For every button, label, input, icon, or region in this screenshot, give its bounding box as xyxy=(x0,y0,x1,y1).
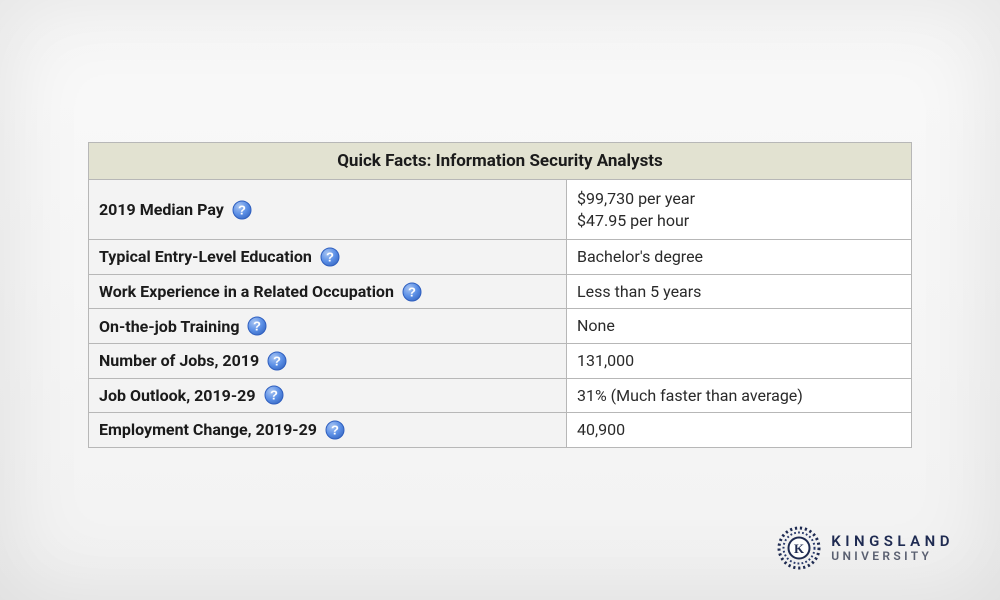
svg-text:?: ? xyxy=(331,422,339,437)
help-icon[interactable]: ? xyxy=(320,247,340,267)
svg-text:?: ? xyxy=(238,202,246,217)
row-value: Less than 5 years xyxy=(567,275,911,309)
row-value-line1: $99,730 per year xyxy=(577,188,901,210)
row-value: $99,730 per year$47.95 per hour xyxy=(567,180,911,239)
svg-text:?: ? xyxy=(408,284,416,299)
row-label: On-the-job Training? xyxy=(89,309,567,343)
row-value-line1: Less than 5 years xyxy=(577,281,901,303)
table-row: Job Outlook, 2019-29? 31% (Much faster th… xyxy=(89,378,911,413)
row-value: 31% (Much faster than average) xyxy=(567,379,911,413)
table-row: Typical Entry-Level Education? Bachelor's… xyxy=(89,239,911,274)
help-icon[interactable]: ? xyxy=(264,385,284,405)
row-label-text: Employment Change, 2019-29 xyxy=(99,420,317,439)
row-label-text: Job Outlook, 2019-29 xyxy=(99,386,256,405)
svg-text:?: ? xyxy=(326,249,334,264)
row-value-line1: 131,000 xyxy=(577,350,901,372)
row-label-text: Work Experience in a Related Occupation xyxy=(99,282,394,301)
row-label: Number of Jobs, 2019? xyxy=(89,344,567,378)
svg-text:?: ? xyxy=(273,353,281,368)
row-label: Job Outlook, 2019-29? xyxy=(89,379,567,413)
kingsland-logo: K KINGSLAND UNIVERSITY xyxy=(777,526,954,570)
row-label: Typical Entry-Level Education? xyxy=(89,240,567,274)
row-value: Bachelor's degree xyxy=(567,240,911,274)
svg-text:?: ? xyxy=(270,388,278,403)
logo-letter: K xyxy=(794,541,805,556)
quick-facts-table: Quick Facts: Information Security Analys… xyxy=(88,142,912,448)
table-row: Work Experience in a Related Occupation?… xyxy=(89,274,911,309)
logo-mark-icon: K xyxy=(777,526,821,570)
help-icon[interactable]: ? xyxy=(402,282,422,302)
table-row: On-the-job Training? None xyxy=(89,308,911,343)
help-icon[interactable]: ? xyxy=(247,316,267,336)
help-icon[interactable]: ? xyxy=(232,200,252,220)
row-value: 131,000 xyxy=(567,344,911,378)
row-label-text: 2019 Median Pay xyxy=(99,200,224,219)
row-label: Employment Change, 2019-29? xyxy=(89,413,567,447)
row-value-line1: Bachelor's degree xyxy=(577,246,901,268)
table-row: Employment Change, 2019-29? 40,900 xyxy=(89,412,911,447)
row-value: 40,900 xyxy=(567,413,911,447)
row-value: None xyxy=(567,309,911,343)
svg-text:?: ? xyxy=(253,319,261,334)
row-value-line1: None xyxy=(577,315,901,337)
table-row: Number of Jobs, 2019? 131,000 xyxy=(89,343,911,378)
logo-name-top: KINGSLAND xyxy=(831,534,954,550)
logo-name-bottom: UNIVERSITY xyxy=(831,550,954,563)
row-value-line1: 31% (Much faster than average) xyxy=(577,385,901,407)
table-title: Quick Facts: Information Security Analys… xyxy=(89,143,911,180)
row-value-line2: $47.95 per hour xyxy=(577,210,901,232)
row-label-text: Number of Jobs, 2019 xyxy=(99,351,259,370)
row-label: 2019 Median Pay? xyxy=(89,180,567,239)
help-icon[interactable]: ? xyxy=(267,351,287,371)
row-label: Work Experience in a Related Occupation? xyxy=(89,275,567,309)
row-value-line1: 40,900 xyxy=(577,419,901,441)
row-label-text: Typical Entry-Level Education xyxy=(99,247,312,266)
help-icon[interactable]: ? xyxy=(325,420,345,440)
row-label-text: On-the-job Training xyxy=(99,317,239,336)
table-row: 2019 Median Pay?$99,730 per year$47.95 p… xyxy=(89,180,911,239)
